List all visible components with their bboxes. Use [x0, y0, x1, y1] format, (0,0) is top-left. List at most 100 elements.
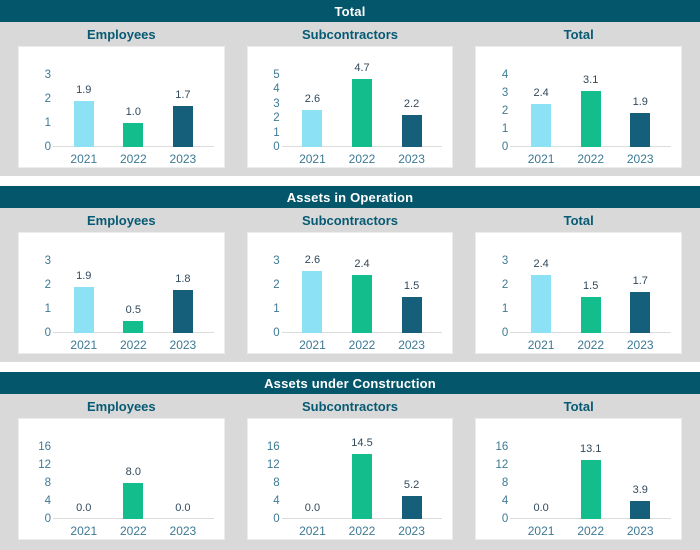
section-assets-in-operation: Assets in Operation Employees 0 1 2 3 1.9 0.5 1…: [0, 186, 700, 362]
bar-2023[interactable]: [630, 292, 651, 333]
x-axis-labels: 2021 2022 2023: [288, 524, 437, 538]
chart-cell: Subcontractors 0 1 2 3 2.6 2.4 1.5 2021 2022 2023: [246, 208, 454, 354]
bar-chart-visual: 0 4 8 12 16 0.0 8.0 0.0 2021 2022 2023: [18, 418, 225, 540]
chart-cell: Subcontractors 0 4 8 12 16 0.0 14.5 5.2 2021 2022 2…: [246, 394, 454, 540]
bar-column: 1.5: [566, 241, 616, 333]
bars-group: 1.9 1.0 1.7: [59, 55, 208, 147]
x-axis-tick-label: 2021: [527, 152, 555, 166]
x-axis-tick-label: 2021: [70, 524, 98, 538]
bar-value-label: 0.0: [304, 502, 321, 514]
chart-cell: Employees 0 4 8 12 16 0.0 8.0 0.0 2021 2022 2023: [18, 394, 225, 540]
bar-value-label: 2.6: [304, 92, 321, 105]
x-axis-labels: 2021 2022 2023: [516, 152, 665, 166]
x-axis-tick-label: 2023: [626, 524, 654, 538]
y-axis-tick-label: 12: [38, 459, 51, 471]
bar-value-label: 2.4: [533, 258, 549, 271]
bar-chart-visual: 0 1 2 3 1.9 1.0 1.7 2021 2022 2023: [18, 46, 225, 168]
chart-cell: Employees 0 1 2 3 1.9 0.5 1.8 2021 2022 2023: [18, 208, 225, 354]
y-axis-tick-label: 8: [273, 477, 280, 489]
bar-2022[interactable]: [123, 321, 144, 333]
y-axis-tick-label: 4: [501, 495, 509, 507]
bar-2023[interactable]: [401, 115, 422, 147]
bar-column: 1.0: [109, 55, 159, 147]
section-title: Assets in Operation: [286, 189, 414, 205]
charts-grid-assets-under-construction: Employees 0 4 8 12 16 0.0 8.0 0.0 2021 2022 2023 Sub…: [18, 394, 682, 540]
bar-2022[interactable]: [580, 297, 601, 333]
y-axis-tick-label: 8: [501, 477, 509, 489]
bar-2022[interactable]: [123, 483, 144, 519]
bar-value-label: 1.5: [403, 280, 420, 292]
bar-chart-visual: 0 4 8 12 16 0.0 13.1 3.9 2021 2022 2023: [475, 418, 682, 540]
x-axis-tick-label: 2021: [299, 152, 326, 166]
x-axis-labels: 2021 2022 2023: [516, 338, 665, 352]
bar-value-label: 14.5: [351, 436, 373, 449]
x-axis-labels: 2021 2022 2023: [516, 524, 665, 538]
x-axis-tick-label: 2022: [119, 152, 147, 166]
y-axis-tick-label: 12: [495, 459, 509, 471]
bars-group: 0.0 14.5 5.2: [288, 427, 437, 519]
y-axis-tick-label: 12: [266, 459, 280, 471]
bar-column: 0.0: [288, 427, 338, 519]
bar-value-label: 1.7: [632, 275, 648, 288]
x-axis-labels: 2021 2022 2023: [288, 338, 437, 352]
bar-2022[interactable]: [352, 453, 372, 519]
bar-2021[interactable]: [531, 103, 552, 147]
bar-2022[interactable]: [352, 79, 372, 147]
bar-value-label: 1.9: [76, 84, 92, 97]
bar-2023[interactable]: [630, 501, 651, 519]
bar-2022[interactable]: [123, 123, 144, 147]
section-title: Total: [334, 3, 366, 19]
bar-value-label: 3.9: [632, 484, 648, 497]
y-axis-tick-label: 2: [501, 105, 509, 117]
chart-cell: Total 0 4 8 12 16 0.0 13.1 3.9 2021 2022 2023: [475, 394, 682, 540]
x-axis-tick-label: 2023: [626, 152, 654, 166]
y-axis-tick-label: 8: [44, 477, 51, 489]
bar-2021[interactable]: [531, 275, 552, 333]
bar-2022[interactable]: [352, 275, 372, 333]
y-axis-tick-label: 0: [501, 327, 509, 339]
y-axis-tick-label: 4: [273, 83, 280, 96]
y-axis-tick-label: 2: [44, 279, 51, 291]
bar-chart-visual: 0 4 8 12 16 0.0 14.5 5.2 2021 2022 2023: [246, 418, 454, 540]
section-header-assets-under-construction: Assets under Construction: [0, 372, 700, 394]
plot-area: 0 4 8 12 16 0.0 8.0 0.0: [27, 427, 214, 525]
bar-value-label: 0.0: [76, 502, 92, 514]
x-axis-tick-label: 2023: [398, 152, 425, 166]
y-axis-tick-label: 0: [501, 513, 509, 525]
chart-title: Total: [563, 213, 594, 228]
section-assets-under-construction: Assets under Construction Employees 0 4 8 12…: [0, 372, 700, 550]
bar-2023[interactable]: [172, 289, 193, 333]
y-axis-tick-label: 1: [44, 117, 51, 129]
x-axis-tick-label: 2023: [169, 524, 197, 538]
bar-value-label: 1.8: [175, 272, 191, 285]
bar-column: 1.9: [615, 55, 665, 147]
bar-value-label: 4.7: [354, 62, 370, 75]
bar-value-label: 0.0: [175, 502, 191, 514]
bar-2021[interactable]: [302, 270, 323, 333]
y-axis-tick-label: 3: [44, 255, 51, 267]
bar-column: 1.5: [387, 241, 437, 333]
chart-title: Total: [563, 399, 594, 414]
bar-value-label: 0.0: [533, 502, 549, 514]
y-axis-tick-label: 3: [273, 97, 280, 110]
bar-2022[interactable]: [580, 460, 601, 519]
y-axis-tick-label: 3: [44, 69, 51, 81]
x-axis-labels: 2021 2022 2023: [59, 152, 208, 166]
bar-2023[interactable]: [630, 112, 651, 147]
y-axis-tick-label: 1: [273, 126, 280, 139]
bar-2022[interactable]: [580, 91, 601, 147]
y-axis-tick-label: 1: [501, 123, 509, 135]
bar-2023[interactable]: [172, 106, 193, 147]
bar-chart-visual: 0 1 2 3 4 2.4 3.1 1.9 2021 2022 2023: [475, 46, 682, 168]
section-title: Assets under Construction: [264, 375, 436, 391]
bar-2021[interactable]: [302, 109, 323, 147]
bar-2021[interactable]: [73, 287, 94, 333]
bar-2023[interactable]: [401, 495, 422, 519]
chart-cell: Employees 0 1 2 3 1.9 1.0 1.7 2021 2022 2023: [18, 22, 225, 168]
x-axis-labels: 2021 2022 2023: [59, 338, 208, 352]
x-axis-tick-label: 2023: [398, 338, 425, 352]
bar-2023[interactable]: [401, 297, 422, 333]
x-axis-tick-label: 2022: [577, 152, 605, 166]
y-axis-tick-label: 0: [501, 141, 509, 153]
bar-2021[interactable]: [73, 101, 94, 147]
